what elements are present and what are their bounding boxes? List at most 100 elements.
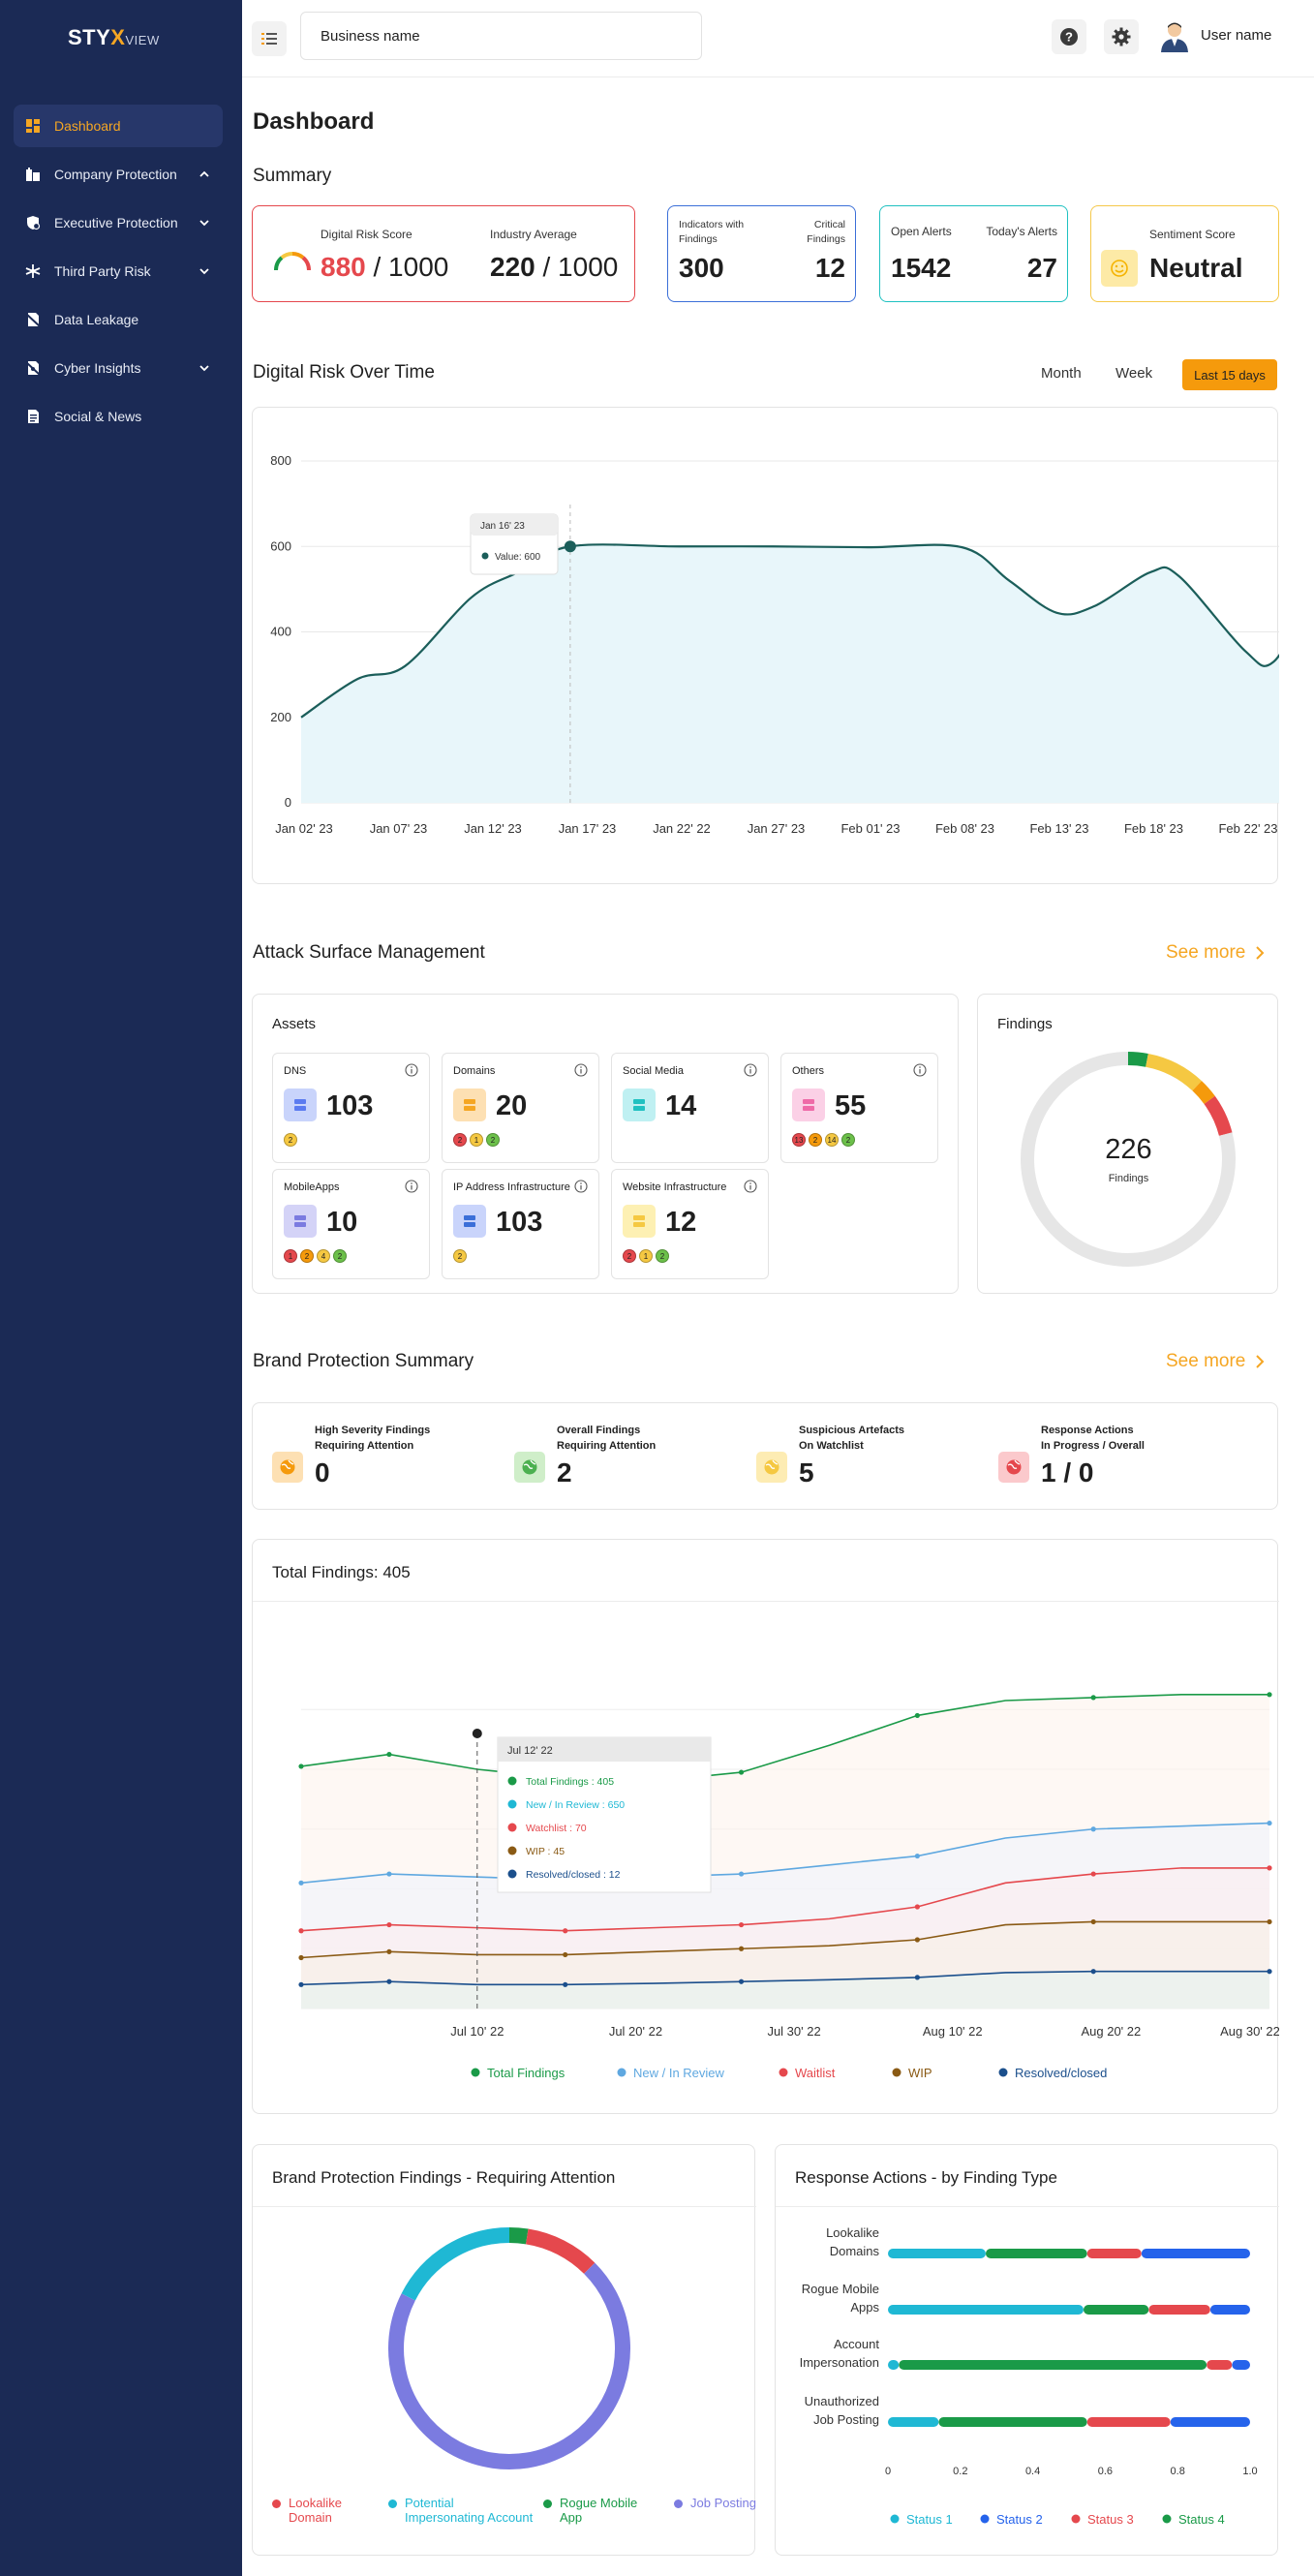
legend-item[interactable]: Status 2 xyxy=(980,2512,1043,2527)
data-point[interactable] xyxy=(298,1981,304,1987)
data-point[interactable] xyxy=(1267,1692,1272,1698)
donut-slice-medium[interactable] xyxy=(1145,1053,1202,1091)
risk-over-time-chart[interactable]: 0 200 400 600 800 Jan 02' 23 Jan 07' 23 Jan 12'… xyxy=(253,408,1313,885)
data-point[interactable] xyxy=(386,1751,392,1758)
info-icon[interactable] xyxy=(744,1180,757,1193)
legend-item[interactable]: WIP xyxy=(892,2066,932,2080)
data-point[interactable] xyxy=(1267,1865,1272,1871)
asset-card-ip-address-infrastructure[interactable]: IP Address Infrastructure 103 2 xyxy=(442,1169,599,1279)
data-point[interactable] xyxy=(738,1871,745,1877)
data-point[interactable] xyxy=(563,1928,568,1934)
data-point[interactable] xyxy=(1090,1918,1096,1925)
legend-item[interactable]: Job Posting xyxy=(674,2496,780,2510)
data-point[interactable] xyxy=(1267,1969,1272,1975)
hover-point[interactable] xyxy=(472,1729,482,1738)
info-icon[interactable] xyxy=(574,1180,588,1193)
brand-protection-item[interactable]: Overall Findings Requiring Attention 2 xyxy=(514,1423,747,1500)
chevron-down-icon[interactable] xyxy=(198,264,211,278)
brand-protection-item[interactable]: Suspicious Artefacts On Watchlist 5 xyxy=(756,1423,989,1500)
asset-card-mobileapps[interactable]: MobileApps 10 1 2 4 2 xyxy=(272,1169,430,1279)
data-point[interactable] xyxy=(738,1769,745,1775)
data-point[interactable] xyxy=(386,1871,392,1877)
brand-protection-item[interactable]: Response Actions In Progress / Overall 1 /… xyxy=(998,1423,1231,1500)
data-point[interactable] xyxy=(914,1937,920,1943)
sidebar-item-social-news[interactable]: Social & News xyxy=(14,395,223,438)
data-point[interactable] xyxy=(1267,1820,1272,1826)
chevron-down-icon[interactable] xyxy=(198,361,211,375)
data-point[interactable] xyxy=(914,1904,920,1910)
data-point[interactable] xyxy=(914,1853,920,1859)
legend-item[interactable]: Waitlist xyxy=(779,2066,836,2080)
asset-card-others[interactable]: Others 55 13 2 14 2 xyxy=(780,1053,938,1163)
chevron-up-icon[interactable] xyxy=(198,168,211,181)
data-point[interactable] xyxy=(1090,1826,1096,1832)
info-icon[interactable] xyxy=(574,1063,588,1077)
asset-card-website-infrastructure[interactable]: Website Infrastructure 12 2 1 2 xyxy=(611,1169,769,1279)
sidebar-item-third-party-risk[interactable]: Third Party Risk xyxy=(14,250,223,292)
brand-protection-item[interactable]: High Severity Findings Requiring Attentio… xyxy=(272,1423,504,1500)
donut-slice-low[interactable] xyxy=(1127,1052,1148,1067)
sidebar-item-executive-protection[interactable]: Executive Protection xyxy=(14,201,223,244)
data-point[interactable] xyxy=(386,1921,392,1928)
legend-item[interactable]: Resolved/closed xyxy=(998,2066,1108,2080)
period-last-15-days-button[interactable]: Last 15 days xyxy=(1182,359,1277,390)
data-point[interactable] xyxy=(298,1880,304,1886)
period-week-button[interactable]: Week xyxy=(1115,365,1153,382)
user-name[interactable]: User name xyxy=(1201,27,1272,44)
legend-item[interactable]: Status 1 xyxy=(890,2512,953,2527)
brand-protection-see-more-link[interactable]: See more xyxy=(1166,1351,1265,1372)
attack-surface-see-more-link[interactable]: See more xyxy=(1166,942,1265,964)
data-point[interactable] xyxy=(386,1948,392,1954)
alerts-card[interactable]: Open Alerts 1542 Today's Alerts 27 xyxy=(879,205,1068,302)
asset-card-social-media[interactable]: Social Media 14 xyxy=(611,1053,769,1163)
donut-slice-unrated[interactable] xyxy=(1021,1052,1236,1267)
chevron-down-icon[interactable] xyxy=(198,216,211,230)
data-point[interactable] xyxy=(1267,1918,1272,1925)
donut-slice-potential-impersonating-account[interactable] xyxy=(401,2227,510,2301)
asset-card-domains[interactable]: Domains 20 2 1 2 xyxy=(442,1053,599,1163)
help-button[interactable]: ? xyxy=(1052,19,1086,54)
series-line-wip[interactable] xyxy=(300,1920,1269,1959)
data-point[interactable] xyxy=(298,1928,304,1934)
period-month-button[interactable]: Month xyxy=(1041,365,1082,382)
data-point[interactable] xyxy=(1090,1969,1096,1975)
data-point[interactable] xyxy=(386,1978,392,1984)
findings-donut-chart[interactable] xyxy=(1017,1048,1239,1271)
data-point[interactable] xyxy=(563,1981,568,1987)
total-findings-chart[interactable]: Jul 10' 22 Jul 20' 22 Jul 30' 22 Aug 10' 22… xyxy=(253,1602,1279,2115)
legend-item[interactable]: Potential Impersonating Account xyxy=(388,2496,534,2525)
sidebar-item-company-protection[interactable]: Company Protection xyxy=(14,153,223,196)
series-line-resolved-closed[interactable] xyxy=(300,1970,1269,1986)
donut-slice-job-posting[interactable] xyxy=(388,2262,630,2469)
series-line-total-findings[interactable] xyxy=(300,1694,1269,1783)
info-icon[interactable] xyxy=(913,1063,927,1077)
data-point[interactable] xyxy=(738,1946,745,1951)
legend-item[interactable]: Status 4 xyxy=(1162,2512,1225,2527)
donut-slice-rogue-mobile-app[interactable] xyxy=(508,2227,529,2245)
data-point[interactable] xyxy=(1090,1871,1096,1877)
hover-point[interactable] xyxy=(564,540,576,553)
donut-slice-high[interactable] xyxy=(1192,1081,1215,1105)
info-icon[interactable] xyxy=(405,1180,418,1193)
legend-item[interactable]: Total Findings xyxy=(471,2066,565,2080)
donut-slice-critical[interactable] xyxy=(1204,1095,1233,1137)
sidebar-item-cyber-insights[interactable]: Cyber Insights xyxy=(14,347,223,389)
data-point[interactable] xyxy=(914,1712,920,1719)
data-point[interactable] xyxy=(298,1763,304,1769)
series-line-value[interactable] xyxy=(300,543,1313,719)
series-line-waitlist[interactable] xyxy=(300,1867,1269,1932)
sidebar-item-dashboard[interactable]: Dashboard xyxy=(14,105,223,147)
legend-item[interactable]: Rogue Mobile App xyxy=(543,2496,650,2525)
menu-toggle-button[interactable] xyxy=(252,21,287,56)
user-avatar[interactable] xyxy=(1158,19,1191,52)
response-actions-chart[interactable]: Lookalike Domains Rogue Mobile Apps Account I… xyxy=(776,2207,1279,2556)
digital-risk-card[interactable]: Digital Risk Score 880 / 1000 Industry A… xyxy=(252,205,635,302)
data-point[interactable] xyxy=(1090,1695,1096,1701)
app-logo[interactable]: STYXVIEW xyxy=(68,25,160,49)
sentiment-card[interactable]: Sentiment Score Neutral xyxy=(1090,205,1279,302)
series-line-new-in-review[interactable] xyxy=(300,1822,1270,1885)
data-point[interactable] xyxy=(914,1975,920,1980)
info-icon[interactable] xyxy=(405,1063,418,1077)
data-point[interactable] xyxy=(738,1921,745,1928)
donut-slice-lookalike-domain[interactable] xyxy=(525,2228,596,2275)
